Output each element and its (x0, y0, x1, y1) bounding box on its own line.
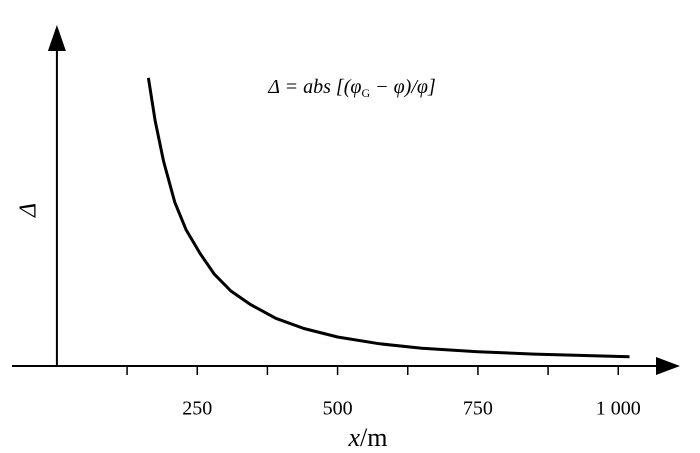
annotation: Δ = abs [(φG − φ)/φ] (267, 76, 435, 100)
x-axis-label-var: x (348, 423, 361, 452)
annotation-sub: G (361, 86, 370, 100)
x-tick-label: 250 (182, 398, 212, 420)
x-axis-label-unit: /m (360, 423, 387, 452)
x-axis-arrow (656, 357, 680, 375)
y-axis-label: Δ (16, 203, 42, 218)
annotation-suffix: − φ)/φ] (370, 76, 436, 98)
annotation-prefix: Δ = abs [(φ (267, 76, 361, 98)
x-axis-label: x/m (348, 423, 388, 452)
x-tick-label: 500 (323, 398, 353, 420)
x-tick-label: 1 000 (596, 398, 641, 420)
y-axis-arrow (47, 25, 66, 51)
data-line (146, 77, 630, 359)
x-tick-label: 750 (463, 398, 493, 420)
